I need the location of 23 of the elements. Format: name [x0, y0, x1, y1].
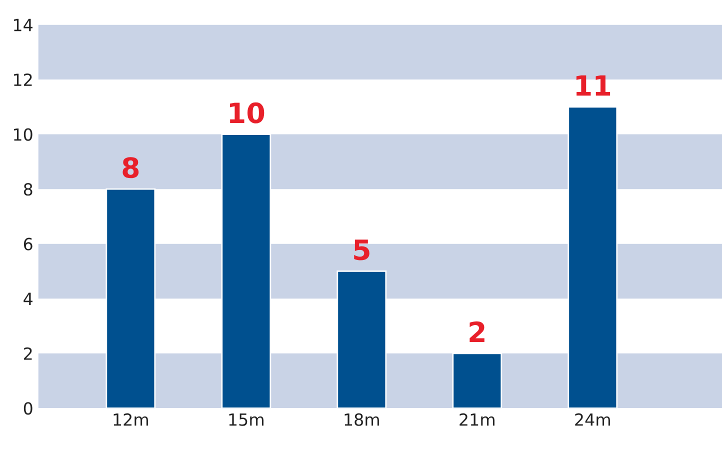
y-tick-label: 0	[24, 402, 32, 415]
y-tick-label: 10	[14, 128, 32, 141]
y-tick-label: 4	[24, 292, 32, 305]
y-tick-label: 14	[14, 18, 32, 32]
bar	[106, 188, 156, 408]
data-label: 5	[354, 240, 370, 260]
bar	[452, 352, 502, 408]
x-tick-label: 12m	[114, 413, 148, 426]
x-tick-label: 24m	[575, 413, 610, 426]
x-tick-label: 15m	[229, 414, 264, 426]
bar	[568, 106, 618, 408]
y-tick-label: 2	[24, 347, 32, 360]
data-label: 8	[122, 157, 139, 178]
data-label: 10	[230, 102, 264, 124]
y-tick-label: 12	[14, 73, 32, 86]
data-label: 11	[576, 75, 610, 96]
y-tick-label: 6	[24, 238, 32, 250]
bar	[221, 134, 272, 408]
data-label: 2	[470, 321, 484, 342]
y-tick-label: 8	[24, 183, 32, 196]
bar	[336, 270, 387, 408]
x-tick-label: 21m	[460, 413, 494, 426]
x-tick-label: 18m	[344, 413, 379, 426]
